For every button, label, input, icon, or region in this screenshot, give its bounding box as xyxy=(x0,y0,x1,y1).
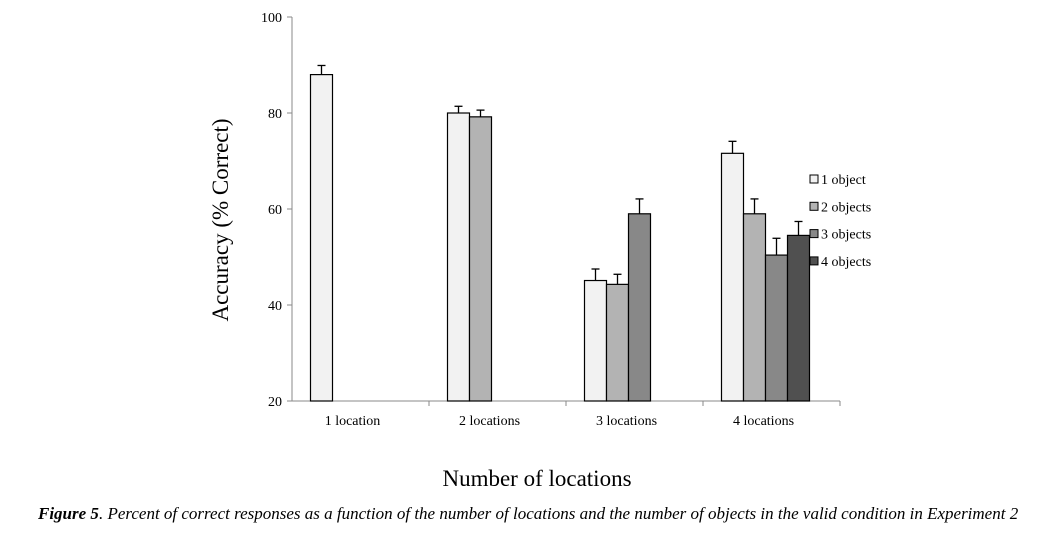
bar xyxy=(468,116,493,402)
legend-swatch xyxy=(809,256,819,266)
x-tick-label: 4 locations xyxy=(733,414,794,429)
y-tick-label: 60 xyxy=(268,203,282,218)
x-tick-label: 1 location xyxy=(325,414,381,429)
bar xyxy=(764,254,789,402)
legend-swatch xyxy=(809,229,819,239)
legend-label: 2 objects xyxy=(821,200,871,215)
y-tick-label: 20 xyxy=(268,395,282,410)
y-axis-title: Accuracy (% Correct) xyxy=(208,118,233,321)
bar xyxy=(446,112,471,402)
bar xyxy=(605,283,630,402)
legend-swatch xyxy=(809,174,819,184)
bar xyxy=(786,234,811,402)
bar xyxy=(627,213,652,402)
legend-label: 1 object xyxy=(821,173,866,188)
y-tick-label: 100 xyxy=(261,11,282,26)
bar xyxy=(309,73,334,402)
bar xyxy=(742,213,767,402)
bar xyxy=(583,279,608,402)
figure-caption: Figure 5. Percent of correct responses a… xyxy=(38,505,1058,522)
legend-label: 4 objects xyxy=(821,255,871,270)
x-tick-label: 2 locations xyxy=(459,414,520,429)
y-tick-label: 40 xyxy=(268,299,282,314)
caption-label: Figure 5 xyxy=(38,504,99,523)
x-axis-title: Number of locations xyxy=(442,466,631,491)
legend-label: 3 objects xyxy=(821,228,871,243)
y-tick-label: 80 xyxy=(268,107,282,122)
bar xyxy=(720,152,745,402)
x-tick-label: 3 locations xyxy=(596,414,657,429)
caption-text: . Percent of correct responses as a func… xyxy=(98,504,1019,523)
legend-swatch xyxy=(809,201,819,211)
